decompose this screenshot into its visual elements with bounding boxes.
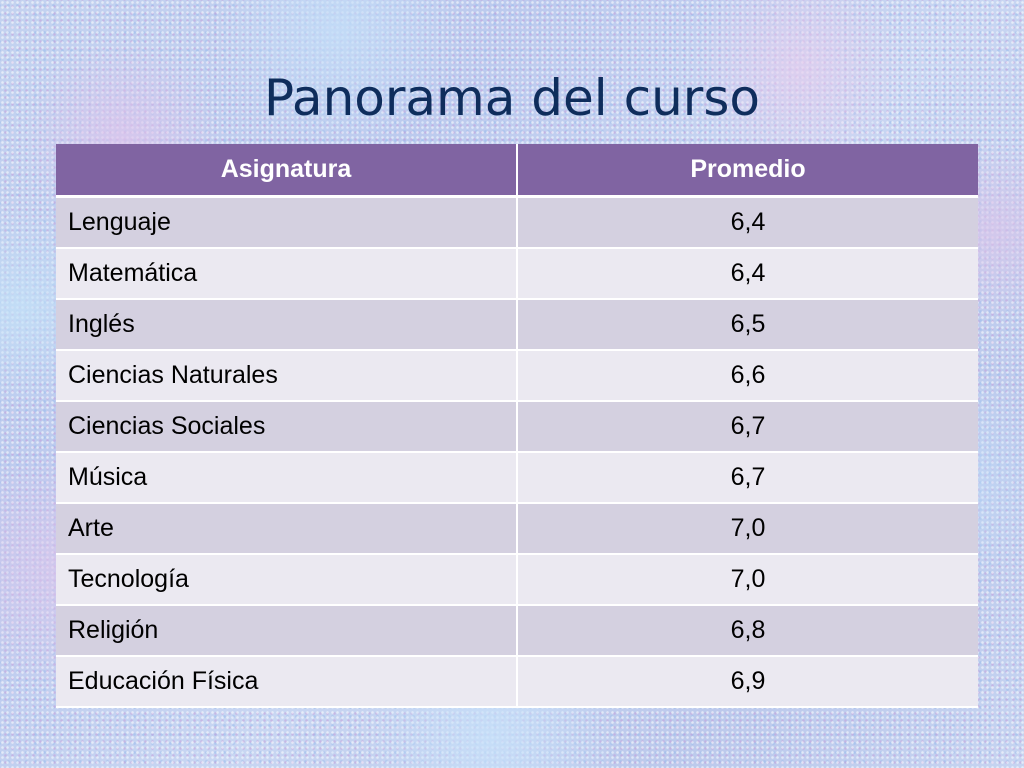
table-row: Ciencias Naturales 6,6 xyxy=(56,350,978,402)
subject-cell: Lenguaje xyxy=(56,196,518,249)
average-cell: 6,4 xyxy=(517,196,978,249)
average-cell: 6,5 xyxy=(517,299,978,351)
subject-cell: Tecnología xyxy=(56,554,518,606)
average-cell: 6,9 xyxy=(517,656,978,708)
subject-cell: Arte xyxy=(56,503,518,555)
table-row: Lenguaje 6,4 xyxy=(56,196,978,249)
subject-cell: Ciencias Naturales xyxy=(56,350,518,402)
grade-table: Asignatura Promedio Lenguaje 6,4 Matemátic… xyxy=(56,144,978,708)
table-body: Lenguaje 6,4 Matemática 6,4 Inglés 6,5 Ciencia… xyxy=(56,196,978,708)
subject-cell: Matemática xyxy=(56,248,518,300)
average-cell: 7,0 xyxy=(517,554,978,606)
table-row: Educación Física 6,9 xyxy=(56,656,978,708)
subject-cell: Educación Física xyxy=(56,656,518,708)
column-header-average: Promedio xyxy=(517,144,978,198)
column-header-subject: Asignatura xyxy=(56,144,518,198)
table-header: Asignatura Promedio xyxy=(56,144,978,198)
table-row: Arte 7,0 xyxy=(56,503,978,555)
average-cell: 6,7 xyxy=(517,401,978,453)
slide-title: Panorama del curso xyxy=(264,69,760,127)
subject-cell: Religión xyxy=(56,605,518,657)
table-row: Inglés 6,5 xyxy=(56,299,978,351)
average-cell: 7,0 xyxy=(517,503,978,555)
subject-cell: Inglés xyxy=(56,299,518,351)
table-row: Música 6,7 xyxy=(56,452,978,504)
table-row: Matemática 6,4 xyxy=(56,248,978,300)
header-row: Asignatura Promedio xyxy=(56,144,978,198)
table-row: Religión 6,8 xyxy=(56,605,978,657)
average-cell: 6,7 xyxy=(517,452,978,504)
subject-cell: Ciencias Sociales xyxy=(56,401,518,453)
table-row: Tecnología 7,0 xyxy=(56,554,978,606)
average-cell: 6,6 xyxy=(517,350,978,402)
average-cell: 6,8 xyxy=(517,605,978,657)
subject-cell: Música xyxy=(56,452,518,504)
table-row: Ciencias Sociales 6,7 xyxy=(56,401,978,453)
average-cell: 6,4 xyxy=(517,248,978,300)
